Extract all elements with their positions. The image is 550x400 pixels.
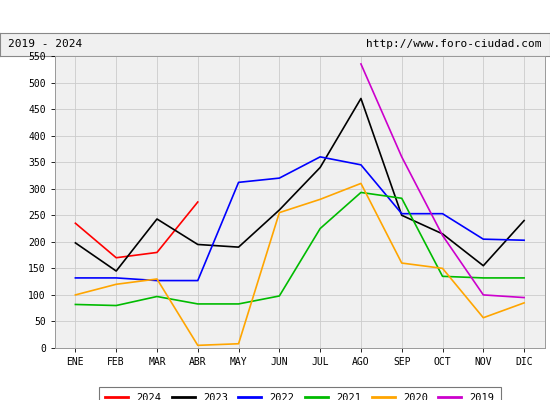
Text: 2019 - 2024: 2019 - 2024 (8, 39, 82, 49)
Text: Evolucion Nº Turistas Extranjeros en el municipio de Montanuy: Evolucion Nº Turistas Extranjeros en el … (39, 10, 511, 23)
Legend: 2024, 2023, 2022, 2021, 2020, 2019: 2024, 2023, 2022, 2021, 2020, 2019 (98, 387, 501, 400)
Text: http://www.foro-ciudad.com: http://www.foro-ciudad.com (366, 39, 542, 49)
